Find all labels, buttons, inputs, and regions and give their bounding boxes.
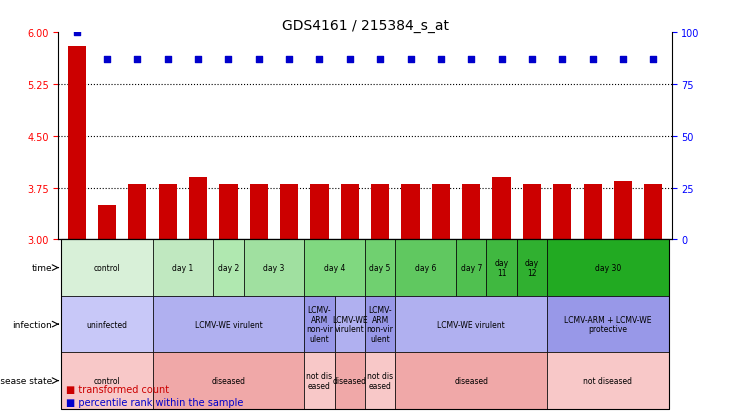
Text: control: control	[93, 376, 120, 385]
FancyBboxPatch shape	[61, 353, 153, 409]
Text: diseased: diseased	[333, 376, 366, 385]
Point	[223, 57, 234, 63]
Bar	[523, 185, 541, 240]
Point	[162, 57, 174, 63]
Point	[587, 57, 599, 63]
FancyBboxPatch shape	[61, 240, 153, 296]
FancyBboxPatch shape	[548, 240, 669, 296]
Point	[374, 57, 386, 63]
Text: day 3: day 3	[264, 263, 285, 273]
Text: diseased: diseased	[454, 376, 488, 385]
Bar	[493, 178, 511, 240]
Text: infection: infection	[12, 320, 53, 329]
FancyBboxPatch shape	[334, 353, 365, 409]
Text: uninfected: uninfected	[86, 320, 128, 329]
FancyBboxPatch shape	[396, 353, 548, 409]
FancyBboxPatch shape	[244, 240, 304, 296]
Bar	[402, 185, 420, 240]
FancyBboxPatch shape	[396, 240, 456, 296]
Text: ■ percentile rank within the sample: ■ percentile rank within the sample	[66, 397, 243, 407]
Text: not diseased: not diseased	[583, 376, 632, 385]
FancyBboxPatch shape	[304, 353, 334, 409]
Point	[314, 57, 326, 63]
FancyBboxPatch shape	[548, 296, 669, 353]
Point	[435, 57, 447, 63]
Bar	[310, 185, 328, 240]
Text: disease state: disease state	[0, 376, 53, 385]
Bar	[462, 185, 480, 240]
FancyBboxPatch shape	[153, 240, 213, 296]
FancyBboxPatch shape	[365, 296, 396, 353]
Text: LCMV-ARM + LCMV-WE
protective: LCMV-ARM + LCMV-WE protective	[564, 315, 652, 334]
Bar	[645, 185, 663, 240]
Text: LCMV-
ARM
non-vir
ulent: LCMV- ARM non-vir ulent	[366, 305, 393, 343]
Point	[101, 57, 113, 63]
Text: not dis
eased: not dis eased	[367, 371, 393, 390]
Text: LCMV-WE virulent: LCMV-WE virulent	[437, 320, 505, 329]
FancyBboxPatch shape	[213, 240, 244, 296]
Bar	[98, 205, 116, 240]
Bar	[553, 185, 572, 240]
Point	[526, 57, 538, 63]
Point	[71, 30, 82, 36]
FancyBboxPatch shape	[153, 296, 304, 353]
Text: ■ transformed count: ■ transformed count	[66, 385, 169, 394]
Text: day
12: day 12	[525, 259, 539, 277]
Text: day 1: day 1	[172, 263, 193, 273]
Point	[192, 57, 204, 63]
FancyBboxPatch shape	[517, 240, 548, 296]
Bar	[250, 185, 268, 240]
FancyBboxPatch shape	[61, 296, 153, 353]
Text: control: control	[93, 263, 120, 273]
Text: day 7: day 7	[461, 263, 482, 273]
Point	[253, 57, 264, 63]
Text: day
11: day 11	[494, 259, 509, 277]
Text: not dis
eased: not dis eased	[307, 371, 333, 390]
Text: day 4: day 4	[324, 263, 345, 273]
Bar	[614, 181, 632, 240]
Text: day 2: day 2	[218, 263, 239, 273]
Bar	[431, 185, 450, 240]
Text: time: time	[31, 263, 53, 273]
Bar	[67, 47, 85, 240]
FancyBboxPatch shape	[153, 353, 304, 409]
FancyBboxPatch shape	[548, 353, 669, 409]
FancyBboxPatch shape	[304, 296, 334, 353]
Text: LCMV-WE virulent: LCMV-WE virulent	[194, 320, 262, 329]
Point	[466, 57, 477, 63]
FancyBboxPatch shape	[486, 240, 517, 296]
FancyBboxPatch shape	[304, 240, 365, 296]
Point	[617, 57, 629, 63]
Bar	[128, 185, 147, 240]
Text: LCMV-WE
virulent: LCMV-WE virulent	[332, 315, 368, 334]
Text: diseased: diseased	[212, 376, 245, 385]
Point	[283, 57, 295, 63]
Bar	[583, 185, 602, 240]
FancyBboxPatch shape	[365, 353, 396, 409]
Bar	[371, 185, 389, 240]
Bar	[189, 178, 207, 240]
FancyBboxPatch shape	[456, 240, 486, 296]
Bar	[158, 185, 177, 240]
Point	[131, 57, 143, 63]
FancyBboxPatch shape	[396, 296, 548, 353]
Bar	[280, 185, 299, 240]
Bar	[341, 185, 359, 240]
FancyBboxPatch shape	[365, 240, 396, 296]
Text: day 6: day 6	[415, 263, 437, 273]
Bar	[219, 185, 237, 240]
FancyBboxPatch shape	[334, 296, 365, 353]
Text: day 5: day 5	[369, 263, 391, 273]
Text: day 30: day 30	[595, 263, 621, 273]
Point	[556, 57, 568, 63]
Text: GDS4161 / 215384_s_at: GDS4161 / 215384_s_at	[282, 19, 448, 33]
Point	[344, 57, 356, 63]
Point	[496, 57, 507, 63]
Text: LCMV-
ARM
non-vir
ulent: LCMV- ARM non-vir ulent	[306, 305, 333, 343]
Point	[648, 57, 659, 63]
Point	[404, 57, 416, 63]
